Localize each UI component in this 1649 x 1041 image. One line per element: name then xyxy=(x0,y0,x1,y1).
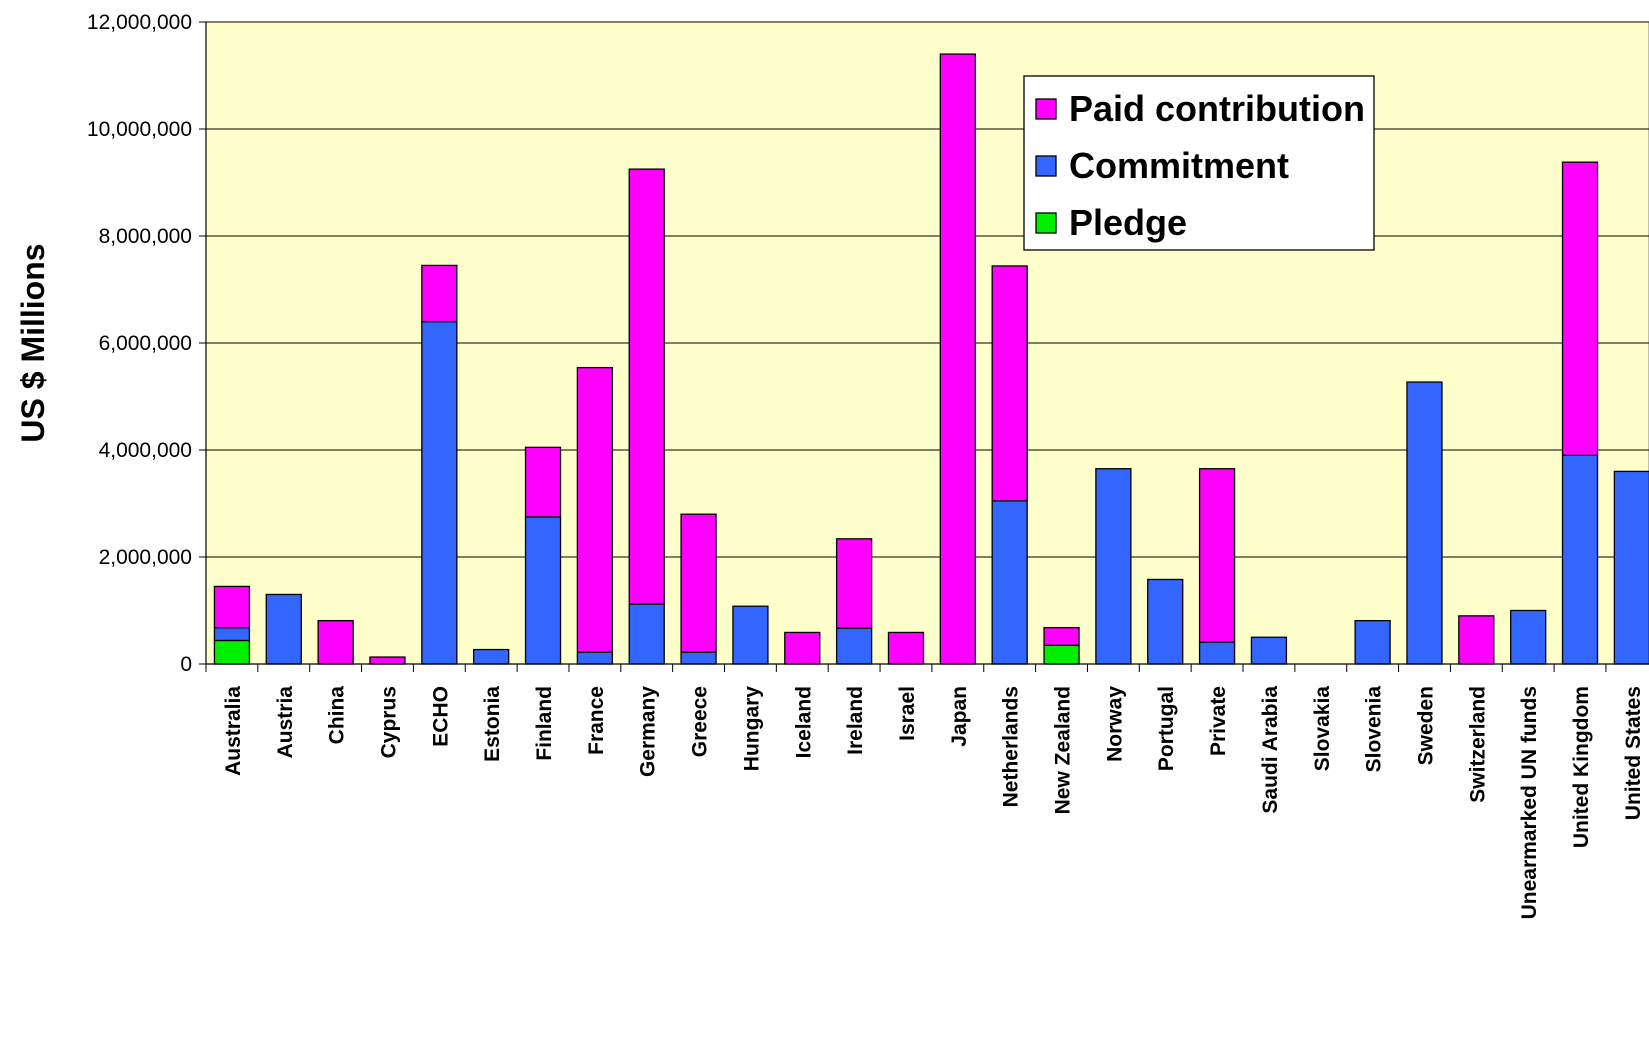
x-tick-label: Iceland xyxy=(792,686,815,758)
y-tick-label: 4,000,000 xyxy=(99,439,192,462)
x-tick-label: ECHO xyxy=(429,686,452,747)
y-tick-label: 12,000,000 xyxy=(87,11,192,34)
bar-segment xyxy=(317,620,354,665)
bar-segment xyxy=(524,516,562,665)
x-tick-label: United States xyxy=(1622,686,1645,820)
x-tick-label: Slovakia xyxy=(1311,686,1334,772)
x-tick-label: Hungary xyxy=(740,686,763,772)
bar-segment xyxy=(524,446,562,518)
y-axis-label: US $ Millions xyxy=(15,243,51,442)
x-tick-label: Greece xyxy=(689,686,712,757)
x-tick-label: Australia xyxy=(222,686,245,776)
y-tick-label: 10,000,000 xyxy=(87,118,192,141)
bar-segment xyxy=(680,513,717,653)
x-tick-label: Israel xyxy=(896,686,919,741)
y-tick-label: 0 xyxy=(180,653,192,676)
bar-segment xyxy=(1198,468,1236,643)
x-tick-label: Switzerland xyxy=(1466,686,1489,803)
y-tick-label: 6,000,000 xyxy=(99,332,192,355)
bar-segment xyxy=(576,366,614,653)
bar-segment xyxy=(1043,626,1080,646)
x-tick-labels: Australia Austria China Cyprus ECHO Estonia Fi… xyxy=(222,686,1645,920)
bar-segment xyxy=(991,500,1028,665)
x-tick-label: China xyxy=(326,686,349,745)
bar-segment xyxy=(1198,641,1236,665)
bar-segment xyxy=(732,605,769,665)
legend-swatch xyxy=(1035,98,1057,120)
x-tick-label: United Kingdom xyxy=(1570,686,1593,848)
x-tick-label: Sweden xyxy=(1414,686,1437,765)
bar-segment xyxy=(421,320,458,665)
y-tick-label: 8,000,000 xyxy=(99,225,192,248)
bar-segment xyxy=(1406,381,1443,665)
bar-segment xyxy=(1147,578,1184,665)
bar-segment xyxy=(835,627,873,665)
x-tick-label: Japan xyxy=(948,686,971,747)
bar-segment xyxy=(421,264,458,323)
bar-segment xyxy=(1510,609,1547,665)
bar-segment xyxy=(1458,615,1495,665)
bar-segment xyxy=(1043,644,1080,665)
x-tick-label: Austria xyxy=(274,686,297,759)
x-tick-label: Norway xyxy=(1103,686,1126,762)
bar-segment xyxy=(784,631,821,665)
bar-segment xyxy=(213,639,251,665)
legend: Paid contribution Commitment Pledge xyxy=(1023,75,1375,251)
bar-segment xyxy=(1354,620,1391,665)
bar-segment xyxy=(213,585,251,629)
bar-segment xyxy=(265,593,302,665)
bar-segment xyxy=(1561,454,1599,665)
legend-label: Commitment xyxy=(1069,145,1289,186)
bar-segment xyxy=(1613,470,1649,665)
y-tick-labels: 0 2,000,000 4,000,000 6,000,000 8,000,000 10,… xyxy=(87,11,192,676)
bar-segment xyxy=(473,648,510,665)
x-tick-label: New Zealand xyxy=(1052,686,1075,814)
legend-box xyxy=(1023,75,1375,251)
bar-segment xyxy=(991,265,1028,502)
legend-swatch xyxy=(1035,155,1057,177)
bars xyxy=(213,53,1649,665)
x-tick-label: Private xyxy=(1207,686,1230,756)
legend-swatch xyxy=(1035,212,1057,234)
x-tick-label: Netherlands xyxy=(1000,686,1023,807)
bar-segment xyxy=(887,631,925,665)
x-tick-label: Saudi Arabia xyxy=(1259,686,1282,814)
x-tick-label: France xyxy=(585,686,608,755)
bar-segment xyxy=(213,626,251,642)
bar-segment xyxy=(628,603,665,665)
legend-label: Paid contribution xyxy=(1069,88,1365,129)
legend-label: Pledge xyxy=(1069,202,1187,243)
y-tick-label: 2,000,000 xyxy=(99,546,192,569)
bar-segment xyxy=(369,656,406,665)
x-tick-label: Unearmarked UN funds xyxy=(1518,686,1541,919)
bar-segment xyxy=(1561,161,1599,456)
x-tick-label: Cyprus xyxy=(377,686,400,758)
axes xyxy=(199,21,1649,672)
bar-segment xyxy=(1250,636,1288,665)
bar-segment xyxy=(576,651,614,665)
x-tick-label: Portugal xyxy=(1155,686,1178,771)
x-tick-label: Germany xyxy=(637,686,660,777)
bar-segment xyxy=(1095,468,1132,665)
bar-segment xyxy=(835,538,873,629)
x-tick-label: Estonia xyxy=(481,686,504,762)
bar-segment xyxy=(628,168,665,605)
x-tick-label: Slovenia xyxy=(1363,686,1386,773)
x-tick-label: Ireland xyxy=(844,686,867,755)
bar-segment xyxy=(680,651,717,665)
x-tick-label: Finland xyxy=(533,686,556,761)
bar-segment xyxy=(939,53,976,665)
